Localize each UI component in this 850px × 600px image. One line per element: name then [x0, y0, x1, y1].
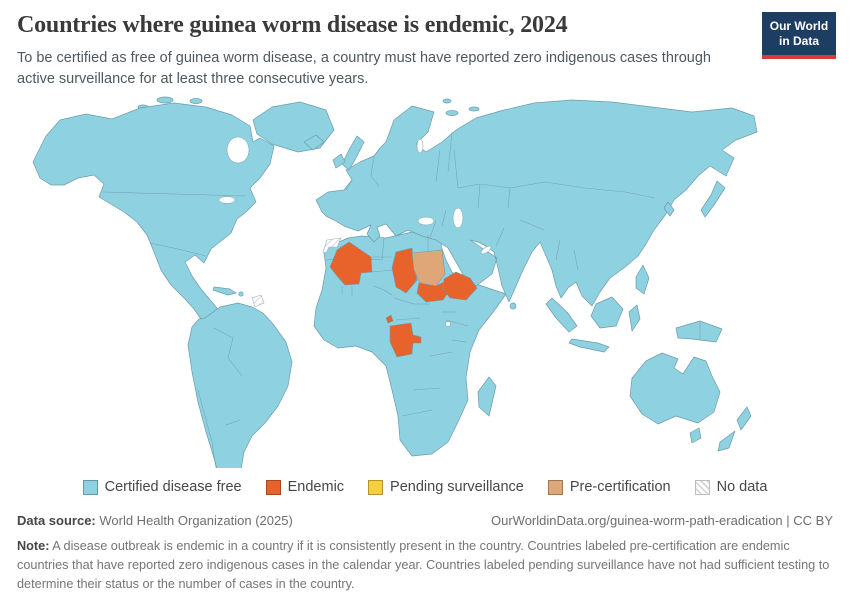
- legend-swatch-no-data: [694, 479, 710, 495]
- hudson-bay: [226, 136, 250, 164]
- page-title: Countries where guinea worm disease is e…: [17, 12, 568, 38]
- legend-label-endemic: Endemic: [287, 479, 345, 495]
- region-new-zealand-south[interactable]: [717, 430, 736, 452]
- world-map-container: [0, 90, 850, 515]
- arctic-island[interactable]: [442, 98, 452, 104]
- owid-logo-line2: in Data: [778, 34, 819, 48]
- region-south-america[interactable]: [187, 302, 293, 515]
- source-row: Data source: World Health Organization (…: [17, 513, 833, 528]
- data-source-value: World Health Organization (2025): [95, 513, 293, 528]
- chart-note: Note: A disease outbreak is endemic in a…: [17, 537, 833, 594]
- region-madagascar[interactable]: [477, 376, 497, 417]
- legend-swatch-pre-certification: [547, 479, 563, 495]
- region-sumatra[interactable]: [545, 297, 578, 333]
- region-hispaniola[interactable]: [238, 291, 244, 297]
- country-south-sudan[interactable]: [416, 281, 451, 303]
- legend-swatch-pending-surveillance: [368, 479, 384, 495]
- map-legend: Certified disease free Endemic Pending s…: [0, 479, 850, 495]
- country-chad[interactable]: [391, 247, 418, 294]
- owid-logo-accent-bar: [762, 55, 836, 59]
- legend-label-pre-certification: Pre-certification: [569, 479, 671, 495]
- region-philippines[interactable]: [635, 264, 650, 295]
- persian-gulf: [480, 245, 492, 255]
- baltic-sea: [416, 138, 424, 154]
- arctic-island[interactable]: [156, 96, 174, 104]
- region-japan[interactable]: [700, 180, 726, 218]
- note-value: A disease outbreak is endemic in a count…: [17, 539, 830, 592]
- caspian-sea: [452, 207, 464, 229]
- world-map[interactable]: [0, 90, 850, 515]
- legend-item-no-data[interactable]: No data: [694, 479, 768, 495]
- region-united-kingdom[interactable]: [341, 135, 365, 171]
- region-cuba[interactable]: [212, 286, 237, 296]
- note-label: Note:: [17, 539, 50, 553]
- arctic-island[interactable]: [468, 106, 480, 112]
- region-borneo[interactable]: [590, 296, 624, 329]
- chart-subtitle: To be certified as free of guinea worm d…: [17, 50, 711, 88]
- legend-item-endemic[interactable]: Endemic: [265, 479, 345, 495]
- lake-victoria: [445, 321, 451, 327]
- legend-item-pending-surveillance[interactable]: Pending surveillance: [368, 479, 524, 495]
- arctic-island[interactable]: [189, 98, 203, 104]
- legend-swatch-certified: [82, 479, 98, 495]
- region-new-guinea[interactable]: [675, 320, 723, 343]
- legend-item-pre-certification[interactable]: Pre-certification: [547, 479, 671, 495]
- owid-source-link[interactable]: OurWorldinData.org/guinea-worm-path-erad…: [490, 513, 833, 528]
- arctic-island[interactable]: [445, 110, 459, 116]
- region-north-america[interactable]: [32, 102, 275, 322]
- data-source: Data source: World Health Organization (…: [17, 513, 293, 528]
- region-australia[interactable]: [629, 352, 721, 425]
- data-source-label: Data source:: [17, 513, 96, 528]
- region-new-zealand-north[interactable]: [736, 406, 752, 431]
- region-java[interactable]: [568, 338, 610, 353]
- legend-label-certified: Certified disease free: [104, 479, 242, 495]
- country-angola[interactable]: [389, 322, 422, 358]
- region-sri-lanka[interactable]: [509, 302, 517, 310]
- owid-logo-line1: Our World: [769, 19, 829, 33]
- black-sea: [417, 216, 435, 226]
- region-iceland[interactable]: [303, 134, 325, 151]
- owid-logo-text: Our World in Data: [762, 12, 836, 55]
- chart-header: Countries where guinea worm disease is e…: [17, 12, 757, 90]
- country-mali[interactable]: [329, 241, 373, 286]
- great-lakes: [218, 196, 236, 204]
- region-ireland[interactable]: [332, 153, 346, 169]
- owid-logo[interactable]: Our World in Data: [762, 12, 836, 59]
- country-western-sahara[interactable]: [322, 237, 342, 254]
- country-angola-cabinda[interactable]: [385, 314, 394, 324]
- legend-item-certified[interactable]: Certified disease free: [82, 479, 242, 495]
- country-french-guiana[interactable]: [251, 294, 265, 308]
- legend-label-pending-surveillance: Pending surveillance: [390, 479, 524, 495]
- legend-swatch-endemic: [265, 479, 281, 495]
- region-tasmania[interactable]: [689, 427, 702, 444]
- country-ethiopia[interactable]: [442, 271, 478, 301]
- legend-label-no-data: No data: [716, 479, 768, 495]
- region-sulawesi[interactable]: [628, 304, 641, 332]
- region-korea[interactable]: [663, 201, 675, 217]
